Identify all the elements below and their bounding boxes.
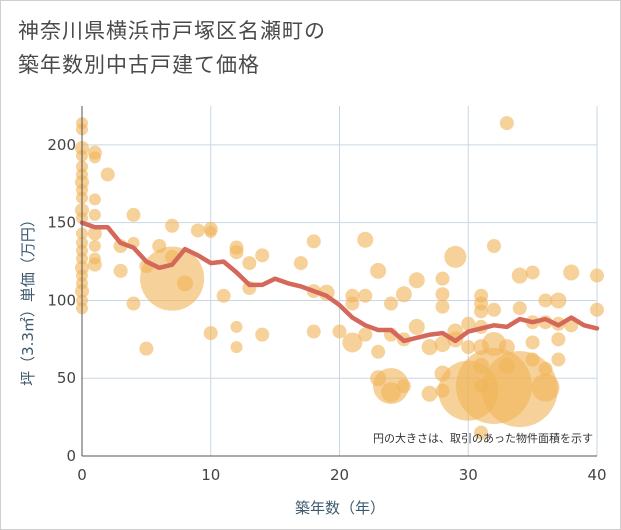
trend-line	[79, 220, 600, 344]
bubble-point	[474, 304, 489, 319]
bubble-point	[563, 264, 580, 281]
x-tick-label: 30	[459, 466, 478, 484]
bubble-point	[421, 339, 438, 356]
bubble-point	[525, 352, 540, 367]
bubble-point	[551, 332, 566, 347]
bubble-point	[590, 268, 604, 283]
bubble-point	[461, 340, 476, 355]
x-tick-label: 10	[201, 466, 220, 484]
bubble-point	[87, 257, 102, 272]
bubble-point	[306, 324, 321, 339]
bubble-point	[396, 379, 411, 393]
bubble-point	[342, 332, 363, 353]
bubble-point	[242, 256, 257, 271]
bubble-point	[306, 234, 321, 249]
bubble-point	[229, 245, 244, 260]
bubble-point	[113, 263, 128, 278]
bubble-point	[165, 218, 180, 233]
bubble-point	[498, 339, 515, 356]
bubble-point	[499, 116, 514, 131]
bubble-point	[88, 208, 101, 221]
bubble-point	[358, 327, 373, 342]
bubble-point	[230, 341, 243, 354]
bubble-point	[511, 267, 528, 284]
bubble-point	[126, 207, 141, 222]
bubble-point	[551, 352, 566, 367]
bubble-point	[88, 193, 101, 206]
bubble-point	[332, 324, 347, 339]
y-tick-label: 0	[66, 447, 76, 465]
bubble-point	[140, 246, 205, 311]
bubble-point	[487, 239, 501, 253]
x-axis-label: 築年数（年）	[295, 499, 385, 517]
y-tick-label: 100	[47, 291, 76, 309]
bubble-point	[512, 301, 527, 316]
x-tick-label: 0	[77, 466, 87, 484]
y-axis-label: 坪（3.3㎡）単価（万円）	[19, 212, 37, 386]
x-tick-label: 20	[330, 466, 349, 484]
bubble-point	[435, 287, 450, 302]
bubble-point	[434, 336, 451, 352]
bubble-point	[190, 223, 205, 238]
bubble-point	[531, 373, 560, 402]
bubble-point	[100, 167, 115, 182]
bubble-point	[408, 272, 425, 289]
bubble-point	[230, 320, 243, 333]
bubble-point	[87, 226, 102, 241]
bubble-series	[75, 116, 604, 440]
bubble-point	[381, 382, 401, 403]
bubble-point	[88, 151, 101, 164]
bubble-point	[538, 361, 553, 376]
tick-labels: 0 10 20 30 40 0 50 100 150 200	[47, 136, 606, 484]
bubble-point	[461, 316, 476, 331]
bubble-point	[590, 302, 604, 317]
y-tick-label: 200	[47, 136, 76, 154]
bubble-point	[293, 256, 308, 271]
x-tick-label: 40	[587, 466, 606, 484]
bubble-point	[358, 288, 373, 303]
bubble-point	[444, 245, 467, 268]
chart-title-line-1: 神奈川県横浜市戸塚区名瀬町の	[18, 19, 326, 43]
bubble-point	[487, 302, 501, 317]
bubble-point	[421, 385, 438, 402]
chart-title-line-2: 築年数別中古戸建て価格	[18, 53, 260, 77]
bubble-point	[408, 318, 425, 335]
bubble-point	[177, 275, 193, 292]
bubble-point	[126, 296, 141, 311]
y-tick-label: 50	[57, 369, 76, 387]
bubble-point	[255, 327, 270, 342]
bubble-point	[435, 299, 450, 314]
bubble-point	[474, 425, 489, 440]
bubble-point	[204, 226, 217, 238]
bubble-point	[139, 341, 154, 356]
size-legend-note: 円の大きさは、取引のあった物件面積を示す	[373, 431, 593, 445]
trend-series	[79, 220, 600, 344]
bubble-point	[345, 296, 360, 311]
bubble-point	[216, 288, 231, 303]
bubble-point	[203, 326, 218, 341]
y-tick-label: 150	[47, 214, 76, 232]
bubble-point	[371, 344, 386, 359]
bubble-point	[88, 240, 101, 252]
axes	[81, 106, 597, 457]
bubble-point	[435, 271, 450, 286]
bubble-point	[525, 265, 540, 280]
chart-title: 神奈川県横浜市戸塚区名瀬町の 築年数別中古戸建て価格	[18, 14, 326, 82]
bubble-point	[550, 292, 567, 309]
bubble-point	[395, 286, 412, 303]
bubble-point	[370, 262, 387, 279]
bubble-point	[525, 335, 540, 350]
bubble-point	[538, 293, 553, 308]
bubble-point	[255, 248, 270, 263]
bubble-point	[384, 296, 398, 311]
bubble-point	[357, 231, 374, 248]
